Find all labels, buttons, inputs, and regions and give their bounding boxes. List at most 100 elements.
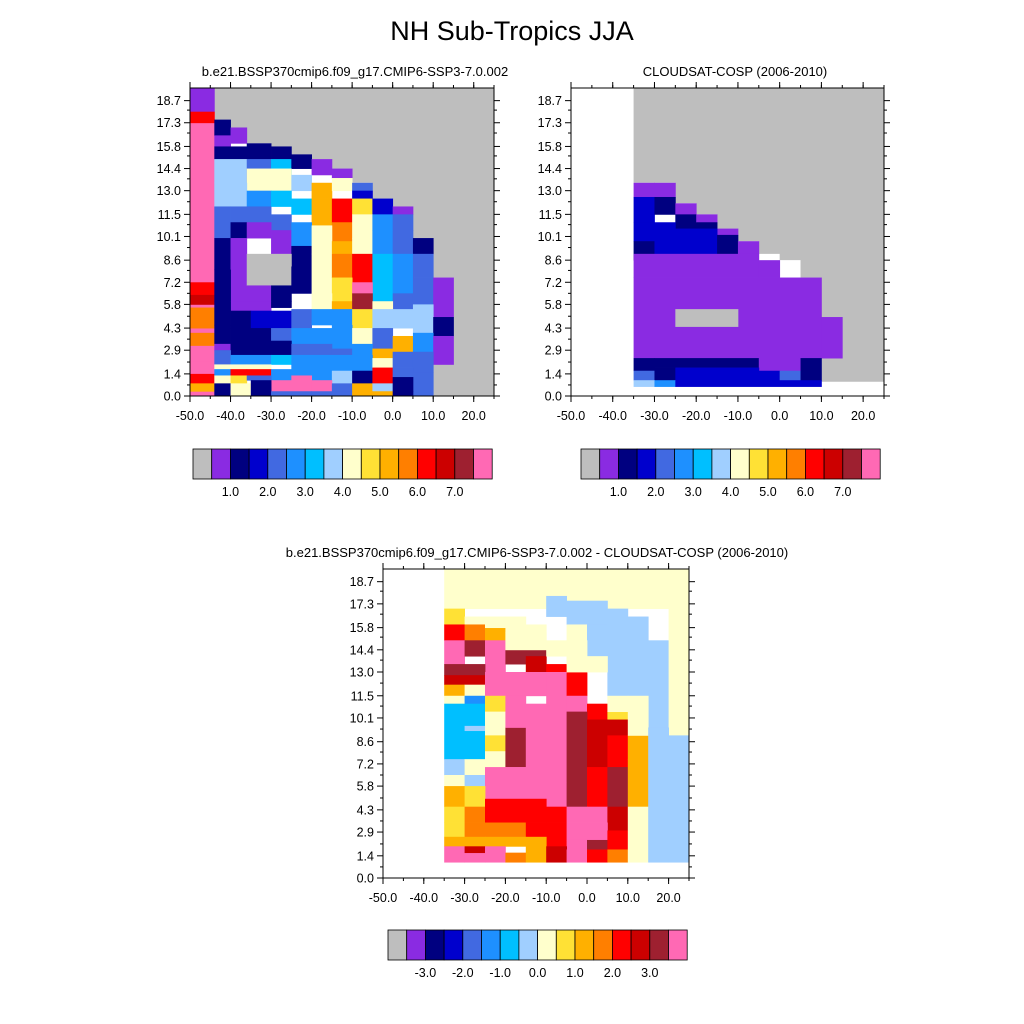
colorbar-box [823, 448, 844, 480]
heatmap-cell [372, 301, 394, 310]
heatmap-cell [352, 370, 373, 384]
y-tick-label: 1.4 [357, 849, 374, 863]
heatmap-cell [230, 369, 248, 376]
heatmap-cell [675, 367, 760, 381]
heatmap-cell [464, 822, 486, 838]
colorbar-box [387, 929, 408, 961]
heatmap-cell [525, 624, 547, 641]
heatmap-cell [291, 354, 333, 365]
heatmap-cell [464, 846, 486, 854]
heatmap-cell [331, 168, 353, 179]
heatmap-cell [190, 307, 215, 329]
panel-3-title: b.e21.BSSP370cmip6.f09_g17.CMIP6-SSP3-7.… [285, 545, 789, 560]
missing-region [214, 88, 494, 396]
heatmap-cell [433, 335, 454, 365]
colorbar-label: 2.0 [259, 485, 276, 499]
colorbar-box [692, 448, 713, 480]
heatmap-cell [627, 830, 649, 850]
x-tick-label: -40.0 [216, 409, 245, 423]
heatmap-cell [525, 703, 567, 784]
x-tick-label: -30.0 [640, 409, 669, 423]
x-tick-label: -50.0 [369, 891, 398, 905]
heatmap-cell [464, 725, 486, 732]
heatmap-cell [607, 806, 629, 831]
y-tick-label: 8.6 [545, 254, 562, 268]
y-tick-label: 10.1 [157, 230, 181, 244]
heatmap-cell [214, 375, 231, 384]
heatmap-cell [291, 375, 312, 392]
heatmap-cell [214, 364, 231, 370]
heatmap-cell [230, 340, 292, 356]
heatmap-cell [331, 348, 353, 356]
heatmap-cell [271, 354, 292, 365]
heatmap-cell [546, 640, 567, 657]
colorbar-box [406, 929, 426, 961]
heatmap-cell [412, 253, 434, 278]
heatmap-cell [485, 640, 506, 673]
plot-frame [189, 87, 495, 397]
x-tick-label: 0.0 [578, 891, 595, 905]
heatmap-cell [485, 836, 527, 847]
heatmap-cell [607, 735, 629, 768]
colorbar-box [730, 448, 750, 480]
heatmap-cell [648, 640, 669, 728]
heatmap-cell [214, 159, 248, 184]
colorbar-box [481, 929, 501, 961]
colorbar-label: 3.0 [641, 966, 658, 980]
colorbar-box [655, 448, 675, 480]
colorbar-box [842, 448, 862, 480]
heatmap-cell [587, 735, 608, 768]
heatmap-cell [214, 238, 231, 271]
heatmap-cell [546, 664, 567, 673]
y-tick-label: 11.5 [158, 208, 181, 222]
heatmap-cell [648, 727, 669, 863]
heatmap-cell [464, 786, 486, 808]
heatmap-cell [352, 309, 373, 329]
heatmap-cell [566, 782, 588, 808]
heatmap-cell [675, 380, 822, 387]
heatmap-cell [444, 759, 465, 776]
colorbar-box [435, 448, 456, 480]
heatmap-cell [444, 675, 465, 686]
colorbar-box [574, 929, 595, 961]
colorbar-box [711, 448, 732, 480]
heatmap-cell [587, 839, 608, 850]
colorbar-box [192, 448, 213, 480]
heatmap-cell [291, 309, 312, 329]
heatmap-cell [433, 317, 454, 337]
heatmap-cell [444, 608, 465, 625]
heatmap-cell [230, 383, 252, 397]
heatmap-cell [654, 367, 676, 381]
heatmap-cell [331, 301, 353, 310]
heatmap-cell [566, 656, 588, 665]
heatmap-cell [546, 822, 567, 847]
colorbar-label: 3.0 [297, 485, 314, 499]
heatmap-cell [291, 245, 312, 267]
y-tick-label: 14.4 [157, 162, 181, 176]
heatmap-cell [607, 830, 629, 850]
x-tick-label: -10.0 [338, 409, 367, 423]
heatmap-cell [271, 391, 312, 397]
colorbar-box [443, 929, 464, 961]
heatmap-cell [607, 767, 629, 808]
heatmap-cell [372, 328, 394, 350]
heatmap-cell [668, 735, 690, 863]
colorbar-box [304, 448, 325, 480]
heatmap-cell [464, 695, 486, 705]
heatmap-cell [464, 624, 486, 641]
y-tick-label: 4.3 [164, 322, 181, 336]
heatmap-cell [311, 225, 333, 255]
heatmap-cell [291, 174, 312, 192]
heatmap-cell [291, 364, 312, 376]
heatmap-cell [291, 343, 333, 356]
heatmap-cell [214, 269, 231, 302]
heatmap-cell [352, 354, 373, 372]
colorbar-box [229, 448, 250, 480]
heatmap-cell [546, 672, 567, 705]
panel-1-colorbar: 1.0 2.0 3.0 4.0 5.0 6.0 7.0 [192, 448, 493, 499]
heatmap-cell [654, 380, 676, 387]
heatmap-cell [214, 350, 231, 365]
heatmap-cells [190, 88, 454, 397]
colorbar-box [861, 448, 881, 480]
colorbar-box [342, 448, 362, 480]
